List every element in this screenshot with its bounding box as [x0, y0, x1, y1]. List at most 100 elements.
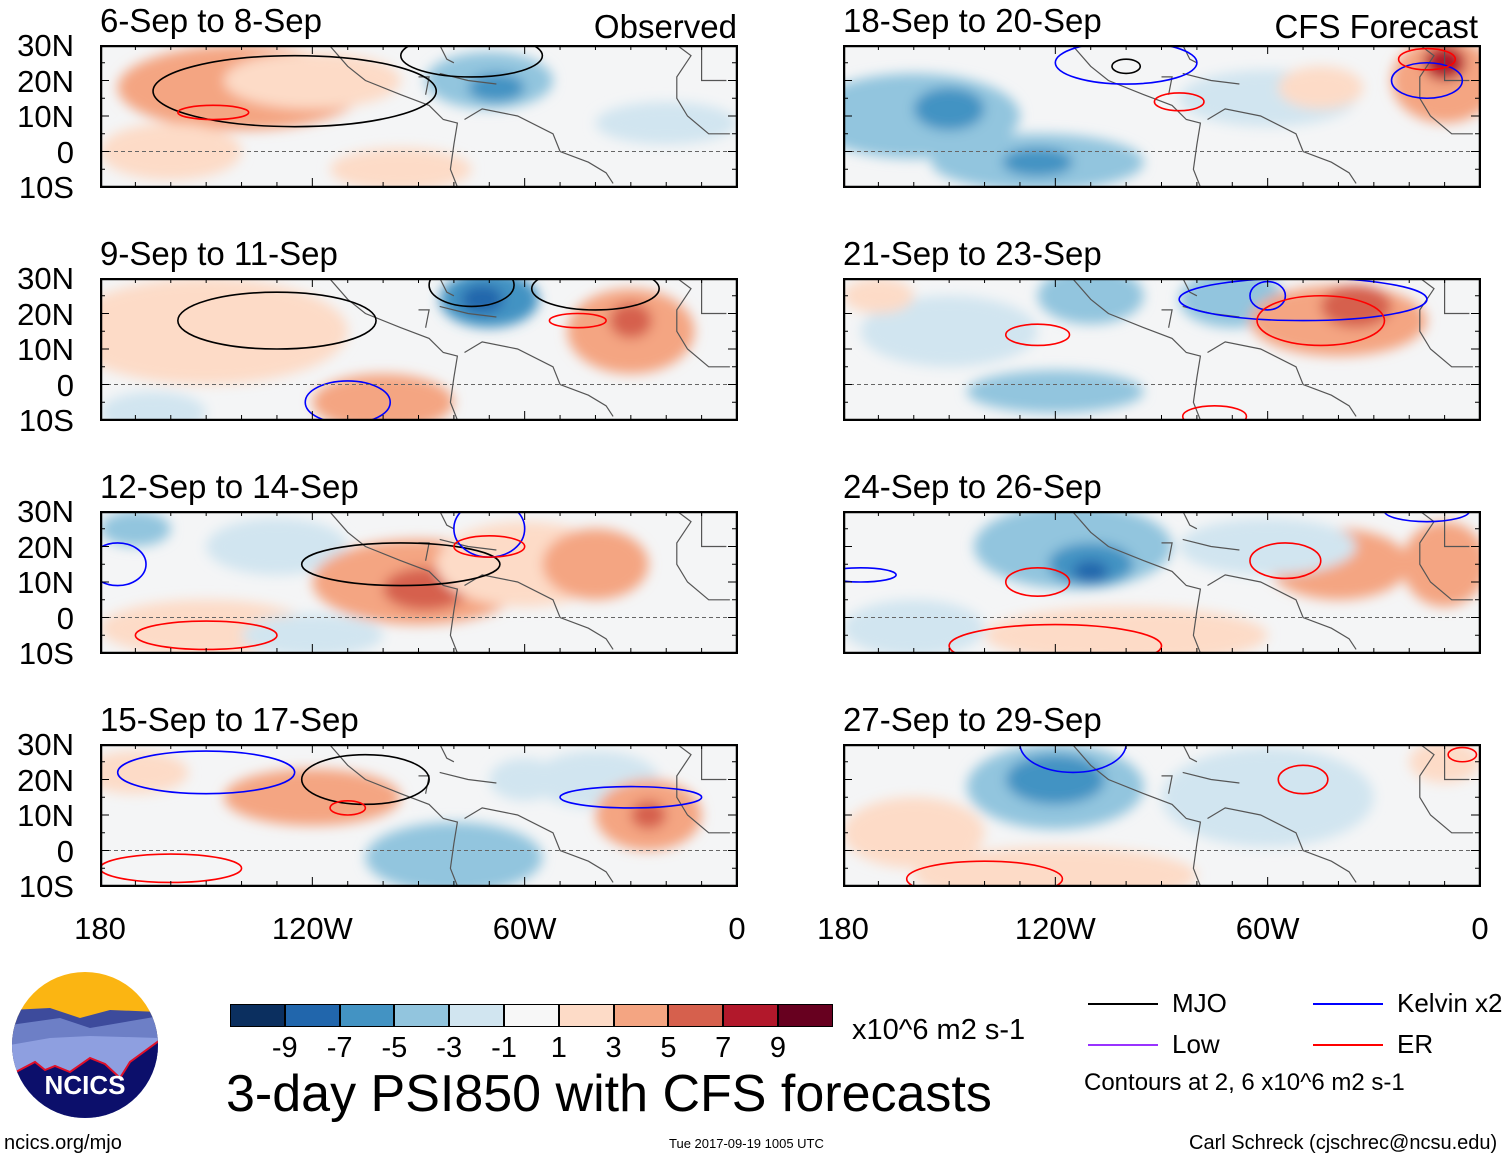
contour-line: [304, 380, 391, 420]
map-panel: [100, 278, 738, 421]
coastline: [1071, 45, 1473, 187]
anomaly-region: [241, 613, 384, 653]
anomaly-region: [223, 768, 401, 826]
lon-label: 60W: [1235, 911, 1300, 946]
contour-line: [843, 567, 897, 583]
map-panel: [100, 511, 738, 654]
colorbar-tick-label: -1: [491, 1032, 517, 1064]
colorbar-tick-label: -5: [381, 1032, 408, 1064]
lat-label: 30N: [17, 261, 74, 296]
lon-label: 120W: [271, 911, 353, 946]
anomaly-region: [630, 800, 667, 830]
anomaly-region: [542, 528, 649, 600]
contour-line: [453, 535, 526, 558]
anomaly-region: [860, 295, 1038, 367]
contour-line: [1397, 47, 1457, 71]
anomaly-region: [206, 518, 348, 575]
lat-label: 10S: [18, 869, 74, 904]
contour-line: [177, 291, 377, 350]
legend-line: [1313, 1003, 1383, 1005]
contour-line: [1383, 511, 1471, 523]
anomaly-region: [1161, 747, 1374, 847]
panel-title: 18-Sep to 20-Sep: [843, 2, 1102, 39]
anomaly-region: [1037, 278, 1144, 325]
anomaly-region: [1278, 66, 1364, 109]
contour-line: [559, 785, 703, 809]
lat-label: 0: [56, 833, 74, 869]
contour-line: [530, 278, 660, 311]
colorbar-swatch: [339, 1004, 395, 1027]
contour-line: [329, 800, 367, 816]
colorbar-tick-label: -3: [436, 1032, 463, 1064]
lat-label: 20N: [17, 529, 74, 565]
anomaly-region: [1005, 754, 1105, 805]
panel-title: 24-Sep to 26-Sep: [843, 468, 1102, 505]
panel-title: 6-Sep to 8-Sep: [100, 2, 322, 39]
anomaly-region: [1073, 560, 1109, 582]
contour-line: [177, 104, 250, 121]
lat-label: 10N: [17, 565, 74, 600]
anomaly-region: [1179, 518, 1357, 575]
contour-line: [1277, 764, 1329, 795]
svg-text:NCICS: NCICS: [45, 1070, 126, 1100]
coastline: [328, 511, 730, 653]
panel-title: 12-Sep to 14-Sep: [100, 468, 359, 505]
colorbar-swatch: [723, 1004, 778, 1027]
lon-label: 180: [817, 911, 869, 946]
lon-label: 120W: [1014, 911, 1096, 946]
contour-line: [1447, 746, 1478, 763]
map-panel: [843, 744, 1481, 887]
lat-label: 20N: [17, 762, 74, 798]
contours-note: Contours at 2, 6 x10^6 m2 s-1: [1084, 1069, 1405, 1096]
map-panel: [843, 278, 1481, 421]
lat-label: 0: [56, 600, 74, 636]
anomaly-region: [460, 285, 504, 314]
legend-label: Low: [1172, 1029, 1220, 1059]
colorbar-swatch: [668, 1004, 724, 1027]
anomaly-region: [312, 373, 454, 420]
panel-title: 9-Sep to 11-Sep: [100, 235, 338, 272]
contour-line: [948, 623, 1163, 653]
anomaly-region: [595, 101, 737, 145]
coastline: [328, 278, 730, 420]
contour-line: [400, 45, 544, 78]
map-panel: [843, 45, 1481, 188]
contour-line: [300, 542, 501, 587]
lat-label: 20N: [17, 296, 74, 332]
anomaly-region: [468, 73, 525, 102]
map-panel: [100, 45, 738, 188]
anomaly-region: [843, 797, 985, 869]
lat-label: 10S: [18, 403, 74, 438]
colorbar-tick-label: 7: [715, 1032, 732, 1064]
colorbar-swatch: [284, 1004, 340, 1027]
legend-label: MJO: [1172, 988, 1227, 1018]
colorbar-tick-label: 9: [769, 1032, 787, 1064]
lat-label: 10N: [17, 99, 74, 134]
lat-label: 30N: [17, 727, 74, 762]
colorbar-swatch: [449, 1004, 504, 1027]
contour-line: [1054, 45, 1198, 85]
site-link[interactable]: ncics.org/mjo: [4, 1132, 122, 1154]
coastline: [328, 45, 730, 187]
forecast-label: CFS Forecast: [1274, 8, 1478, 45]
lat-label: 30N: [17, 494, 74, 529]
contour-line: [1111, 58, 1142, 75]
legend-line: [1313, 1044, 1383, 1046]
observed-label: Observed: [593, 8, 737, 45]
anomaly-region: [489, 758, 561, 801]
lat-label: 10S: [18, 636, 74, 671]
colorbar-tick-label: 1: [550, 1032, 567, 1064]
anomaly-region: [609, 302, 653, 339]
credit: Carl Schreck (cjschrec@ncsu.edu): [1189, 1132, 1498, 1154]
anomaly-region: [1320, 285, 1392, 328]
panel-title: 27-Sep to 29-Sep: [843, 701, 1102, 738]
contour-line: [1004, 323, 1071, 347]
anomaly-region: [365, 822, 543, 886]
contour-line: [428, 278, 515, 308]
lat-label: 0: [56, 367, 74, 403]
anomaly-region: [966, 370, 1144, 413]
map-panel: [843, 511, 1481, 654]
anomaly-region: [843, 278, 914, 314]
colorbar-swatch: [613, 1004, 669, 1027]
colorbar-tick-label: -7: [326, 1032, 353, 1064]
